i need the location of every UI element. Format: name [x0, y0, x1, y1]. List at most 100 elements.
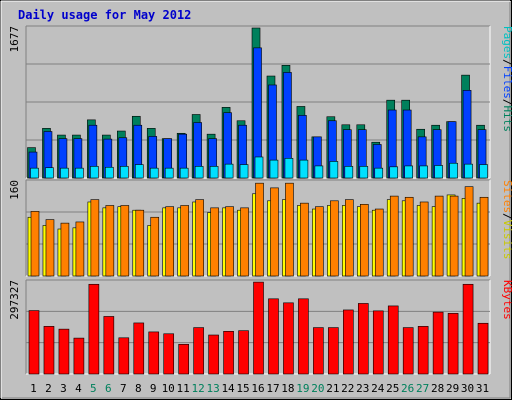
bar-kbytes: [417, 326, 429, 375]
x-tick-label: 20: [311, 382, 324, 395]
bar-sites: [419, 201, 429, 277]
bar-kbytes: [283, 302, 294, 375]
bar-sites: [135, 209, 145, 277]
bar-pages: [284, 158, 294, 179]
x-tick-labels: 1 2 3 4 5 6 7 8 9 10 11 12 13 14 15 16 17 18 19 20 21 22 23 24 2…: [30, 382, 489, 395]
x-tick-label: 2: [45, 382, 52, 395]
x-tick-label: 27: [416, 382, 429, 395]
bar-sites: [255, 182, 264, 277]
bar-sites: [195, 199, 204, 277]
bar-kbytes: [343, 309, 354, 375]
bar-pages: [329, 161, 339, 179]
bar-pages: [149, 167, 159, 179]
bar-kbytes: [43, 326, 55, 375]
x-tick-label: 6: [105, 382, 112, 395]
x-tick-label: 9: [150, 382, 157, 395]
bar-pages: [449, 162, 458, 179]
bar-pages: [314, 165, 324, 179]
bar-kbytes: [73, 337, 85, 375]
x-tick-label: 8: [135, 382, 142, 395]
x-tick-label: 23: [356, 382, 369, 395]
x-tick-label: 16: [251, 382, 264, 395]
legend-entry: /: [501, 59, 512, 66]
x-tick-label: 19: [296, 382, 309, 395]
chart-title: Daily usage for May 2012: [18, 8, 191, 22]
bar-sites: [60, 222, 70, 277]
bar-sites: [225, 206, 234, 277]
y-max-label: 1677: [8, 26, 21, 53]
bar-pages: [45, 167, 54, 179]
bar-kbytes: [178, 343, 189, 375]
x-tick-label: 24: [371, 382, 385, 395]
bar-kbytes: [58, 328, 70, 375]
bar-sites: [404, 196, 414, 277]
bar-kbytes: [462, 283, 474, 375]
bar-sites: [30, 211, 40, 277]
bar-kbytes: [268, 298, 279, 375]
bar-kbytes: [103, 316, 115, 375]
x-tick-label: 14: [221, 382, 235, 395]
x-tick-label: 29: [446, 382, 459, 395]
bar-pages: [344, 166, 354, 179]
panel-mid: 160 Sites/Visits: [8, 179, 512, 277]
bar-pages: [299, 159, 309, 179]
x-tick-label: 12: [192, 382, 205, 395]
bar-sites: [105, 205, 115, 277]
bar-pages: [90, 166, 99, 179]
bar-kbytes: [432, 311, 444, 375]
bar-pages: [134, 164, 144, 179]
bar-pages: [419, 165, 428, 179]
bar-sites: [464, 186, 474, 277]
bar-pages: [434, 165, 443, 179]
x-tick-label: 30: [461, 382, 474, 395]
bar-sites: [90, 199, 100, 277]
bar-kbytes: [447, 313, 459, 375]
legend-mid: Sites/Visits: [501, 180, 512, 260]
bar-sites: [449, 195, 459, 277]
bar-pages: [374, 167, 384, 179]
bar-kbytes: [402, 327, 414, 375]
legend-entry: Sites: [501, 180, 512, 213]
bar-pages: [75, 167, 84, 179]
y-max-label: 160: [8, 180, 21, 200]
bar-kbytes: [357, 303, 369, 375]
bar-sites: [359, 204, 369, 277]
bar-pages: [224, 163, 234, 179]
bar-kbytes: [28, 310, 40, 375]
legend-entry: KBytes: [501, 280, 512, 320]
bar-kbytes: [387, 305, 399, 375]
legend-top: Pages/Files/Hits: [501, 26, 512, 132]
bar-pages: [269, 159, 279, 179]
bar-sites: [270, 187, 279, 277]
bar-kbytes: [133, 322, 145, 375]
legend-entry: /: [501, 99, 512, 106]
legend-entry: Files: [501, 66, 512, 99]
bar-sites: [330, 200, 339, 277]
x-tick-label: 13: [206, 382, 219, 395]
bar-pages: [105, 166, 114, 179]
bar-pages: [464, 163, 473, 179]
bar-pages: [209, 166, 219, 179]
bar-sites: [210, 207, 219, 277]
bar-kbytes: [118, 337, 130, 375]
bar-pages: [194, 166, 204, 179]
legend-bot: KBytes: [501, 280, 512, 320]
bar-sites: [315, 206, 324, 277]
x-tick-label: 25: [386, 382, 399, 395]
bar-sites: [374, 208, 384, 277]
x-tick-label: 26: [401, 382, 414, 395]
bar-sites: [285, 182, 294, 277]
bar-kbytes: [313, 327, 324, 375]
bar-sites: [165, 206, 175, 277]
y-max-label: 297327: [8, 280, 21, 320]
bar-kbytes: [372, 310, 384, 375]
legend-entry: /: [501, 213, 512, 220]
panel-bot: 297327 KBytes: [8, 279, 512, 375]
bar-sites: [150, 216, 160, 277]
bar-kbytes: [193, 327, 204, 375]
x-tick-label: 4: [75, 382, 82, 395]
bar-pages: [120, 166, 129, 179]
bar-kbytes: [88, 283, 100, 375]
bar-kbytes: [298, 298, 309, 375]
